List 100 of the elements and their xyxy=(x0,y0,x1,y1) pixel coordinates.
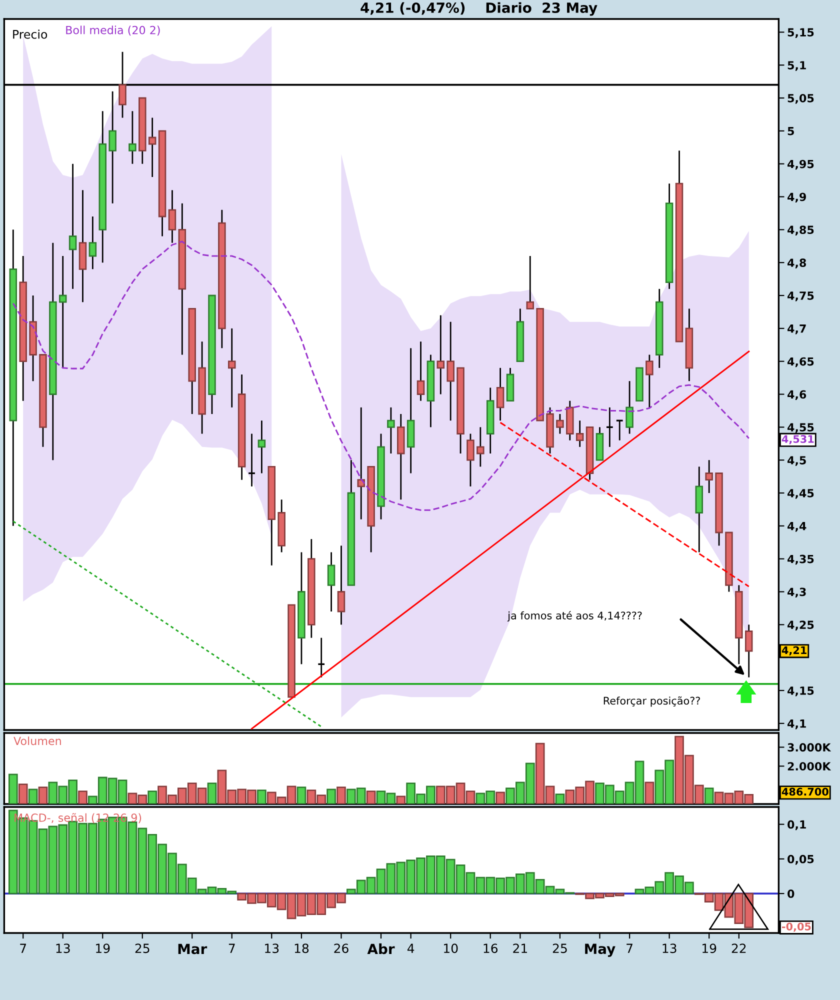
bar xyxy=(28,788,38,804)
y-tick-label: 4,6 xyxy=(788,390,806,400)
x-tick-label: 4 xyxy=(407,944,414,953)
annotation: ja fomos até aos 4,14???? xyxy=(507,610,642,622)
x-tick-label: 16 xyxy=(484,944,498,954)
x-tick-label: 7 xyxy=(20,944,26,953)
x-tick-label: 13 xyxy=(56,944,70,954)
text: Boll media (20 2) xyxy=(66,26,160,36)
bar xyxy=(396,796,406,804)
y-tick-label: 4,65 xyxy=(788,357,814,368)
candlestick xyxy=(616,420,624,442)
candlestick xyxy=(148,117,156,178)
y-tick-label: 4,95 xyxy=(788,160,814,170)
candlestick xyxy=(576,420,584,448)
bar xyxy=(296,786,306,804)
x-tick-label: 13 xyxy=(265,944,279,954)
annotation: Precio xyxy=(13,30,48,39)
text: 486.700 xyxy=(782,788,828,796)
bar xyxy=(366,790,376,804)
candlestick xyxy=(88,216,97,270)
annotation: Reforçar posição?? xyxy=(604,696,700,707)
y-tick-label: 4,55 xyxy=(788,423,814,433)
y-tick-label: 5,15 xyxy=(788,28,814,38)
y-tick-label: 0,1 xyxy=(788,820,806,830)
candlestick xyxy=(327,552,336,612)
candlestick xyxy=(646,354,654,408)
candlestick xyxy=(744,624,753,678)
x-tick-label: 10 xyxy=(444,944,458,954)
candlestick xyxy=(446,321,454,422)
x-tick-label: 7 xyxy=(228,944,235,953)
line-series xyxy=(12,240,750,511)
y-tick-label: 4,8 xyxy=(788,258,806,268)
x-tick-label: 19 xyxy=(702,944,716,954)
x-tick-label: 13 xyxy=(662,944,676,954)
candlestick xyxy=(168,189,176,244)
x-tick-label: 18 xyxy=(294,944,309,954)
y-tick-label: 3.000K xyxy=(788,743,832,752)
chart-title: 4,21 (-0,47%) Diario 23 May xyxy=(360,2,598,16)
bar xyxy=(207,782,217,804)
y-tick-label: 0 xyxy=(788,890,794,898)
y-tick-label: 4,45 xyxy=(788,489,814,499)
y-tick-label: 4,5 xyxy=(788,456,806,466)
candlestick xyxy=(626,380,634,434)
x-tick-label: 19 xyxy=(96,944,110,954)
y-tick-label: 5 xyxy=(788,127,794,136)
candlestick xyxy=(58,255,67,369)
x-tick-label: Abr xyxy=(367,943,395,954)
bar xyxy=(704,788,714,804)
bar xyxy=(148,790,158,804)
y-tick-label: 2.000K xyxy=(788,762,832,771)
y-tick-label: 0,05 xyxy=(788,854,814,865)
y-tick-label: 4,3 xyxy=(788,588,806,598)
bar xyxy=(8,774,18,804)
x-tick-label: 7 xyxy=(626,944,632,953)
x-tick-label: 26 xyxy=(334,944,348,954)
text: 4,21 xyxy=(782,646,806,656)
candlestick xyxy=(357,406,365,520)
candlestick xyxy=(337,544,346,626)
bar xyxy=(38,786,48,804)
y-tick-label: 4,35 xyxy=(788,554,814,565)
candlestick xyxy=(526,255,534,310)
candlestick xyxy=(496,367,504,422)
y-tick-label: 4,75 xyxy=(788,292,814,302)
candlestick xyxy=(108,90,116,204)
x-tick-label: 25 xyxy=(135,944,150,954)
candlestick xyxy=(228,328,236,408)
bar xyxy=(555,794,565,804)
y-tick-label: 4,7 xyxy=(788,324,806,334)
y-tick-label: 4,25 xyxy=(788,620,814,630)
x-tick-label: 25 xyxy=(552,944,567,954)
x-tick-label: 22 xyxy=(732,944,746,953)
text: 4,531 xyxy=(782,435,814,444)
candlestick xyxy=(606,406,614,448)
chart-title: Volumen xyxy=(14,736,61,746)
candlestick xyxy=(387,406,395,454)
bar xyxy=(18,784,28,804)
bar xyxy=(326,788,336,804)
x-tick-label: May xyxy=(585,944,616,957)
y-tick-label: 4,85 xyxy=(788,226,814,236)
candlestick xyxy=(466,433,474,488)
text: -0,05 xyxy=(782,922,811,932)
bar xyxy=(78,790,88,804)
bar xyxy=(644,782,654,804)
candlestick xyxy=(556,413,564,434)
candlestick xyxy=(705,459,713,494)
candlestick xyxy=(128,110,136,165)
x-tick-label: Mar xyxy=(178,944,208,954)
y-tick-label: 4,15 xyxy=(788,686,814,696)
y-tick-label: 5,05 xyxy=(788,94,814,104)
y-tick-label: 4,9 xyxy=(788,192,806,203)
candlestick xyxy=(436,314,445,395)
y-tick-label: 4,1 xyxy=(788,720,806,730)
candlestick xyxy=(258,420,266,474)
candlestick xyxy=(68,163,77,290)
y-tick-label: 4,4 xyxy=(788,522,806,532)
candlestick xyxy=(476,426,484,468)
candlestick xyxy=(416,340,425,402)
bar xyxy=(496,792,505,804)
candlestick xyxy=(317,637,326,678)
bar xyxy=(257,790,266,804)
